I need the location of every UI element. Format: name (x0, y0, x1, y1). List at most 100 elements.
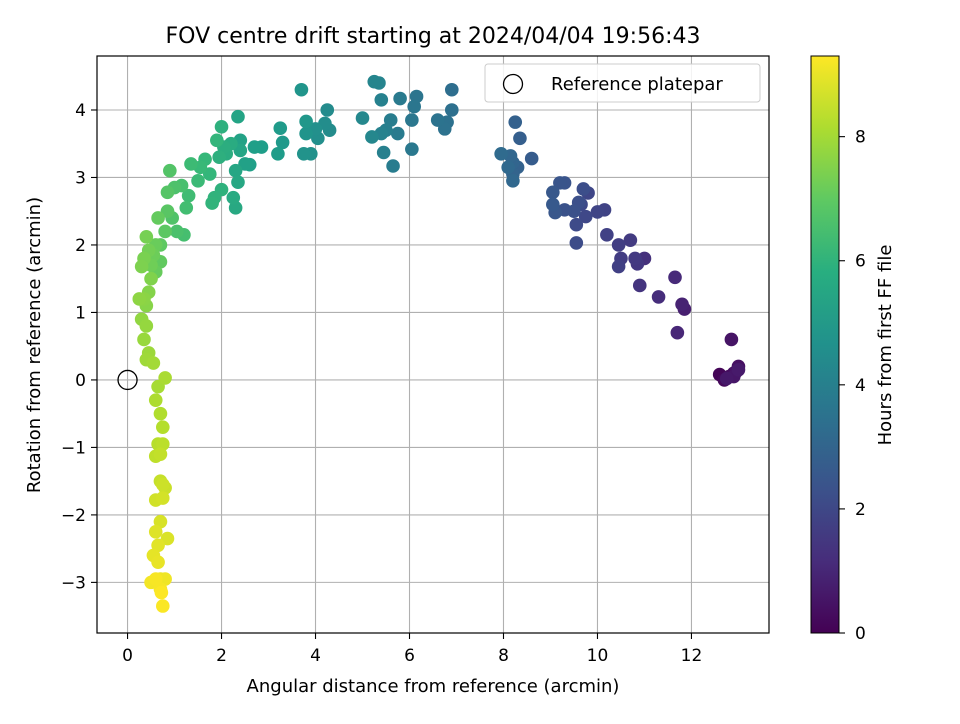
data-point (501, 160, 515, 175)
legend-entry-reference-platepar: Reference platepar (551, 74, 723, 95)
data-point (160, 531, 175, 546)
data-point (228, 201, 243, 215)
data-point (212, 150, 226, 165)
y-tick-label: −2 (61, 506, 86, 526)
data-point (151, 555, 165, 569)
data-point (146, 356, 161, 370)
data-point (569, 236, 584, 250)
x-axis-ticks: 0 2 4 6 8 10 12 (122, 633, 702, 666)
data-point (160, 204, 175, 219)
data-point (444, 103, 459, 117)
data-point (508, 115, 523, 129)
colorbar-tick-label: 6 (855, 252, 866, 272)
data-point (611, 259, 626, 274)
data-point (134, 259, 149, 274)
y-tick-label: 0 (75, 371, 86, 391)
data-point (576, 182, 591, 196)
data-point (148, 393, 163, 407)
data-point (670, 325, 685, 340)
data-point (155, 477, 170, 492)
data-point (205, 196, 219, 210)
data-point (154, 585, 169, 600)
data-point (590, 205, 605, 219)
data-point (675, 297, 689, 312)
data-point (137, 332, 151, 347)
data-point (374, 93, 389, 107)
colorbar-tick-label: 8 (855, 128, 866, 148)
plot-frame (96, 55, 770, 634)
x-tick-label: 6 (404, 646, 415, 666)
data-point (153, 514, 168, 529)
x-tick-label: 8 (498, 646, 509, 666)
x-tick-label: 0 (122, 646, 133, 666)
data-point (132, 292, 147, 306)
data-point (271, 147, 285, 161)
data-point (724, 332, 739, 347)
data-point (238, 157, 252, 171)
data-point (386, 159, 400, 173)
chart-title: FOV centre drift starting at 2024/04/04 … (166, 24, 701, 49)
data-point (153, 406, 168, 421)
data-point (153, 447, 168, 461)
data-point (228, 163, 243, 178)
data-point (376, 145, 391, 160)
x-tick-label: 12 (681, 646, 703, 666)
data-point (600, 228, 614, 242)
data-point (611, 238, 626, 252)
data-point (367, 74, 382, 89)
data-point (628, 251, 642, 266)
data-point (170, 224, 184, 239)
data-point (731, 363, 746, 377)
y-tick-label: 2 (75, 236, 86, 256)
y-axis-label: Rotation from reference (arcmin) (24, 197, 45, 493)
data-point (148, 572, 163, 586)
colorbar: 0 2 4 6 8 Hours from first FF file (810, 55, 896, 644)
data-point (181, 188, 196, 203)
data-point (294, 82, 309, 97)
data-point (405, 113, 419, 127)
data-point (233, 143, 248, 158)
legend: Reference platepar (484, 63, 761, 103)
data-point (296, 147, 311, 161)
data-point (158, 572, 172, 586)
data-point (191, 174, 205, 188)
y-tick-label: −3 (61, 573, 86, 593)
data-point (409, 89, 424, 104)
data-point (155, 491, 170, 505)
data-point (405, 142, 419, 156)
data-point (139, 319, 154, 333)
data-point (390, 126, 405, 141)
data-point (247, 140, 262, 154)
data-points (117, 74, 746, 613)
data-point (569, 217, 584, 232)
x-tick-label: 10 (587, 646, 609, 666)
data-point (155, 420, 170, 434)
data-point (231, 109, 245, 124)
data-point (393, 91, 407, 106)
data-point (231, 175, 245, 189)
data-point (275, 135, 290, 150)
data-point (214, 120, 229, 134)
data-point (202, 167, 217, 181)
y-tick-label: 1 (75, 303, 86, 323)
colorbar-ticks: 0 2 4 6 8 (839, 128, 866, 644)
data-point (139, 230, 154, 244)
data-point (553, 176, 567, 190)
data-point (407, 99, 422, 114)
x-tick-label: 2 (216, 646, 227, 666)
data-point (355, 111, 370, 125)
legend-box (484, 63, 761, 103)
data-point (546, 197, 560, 212)
x-tick-label: 4 (310, 646, 321, 666)
y-tick-label: −1 (61, 438, 86, 458)
y-axis-ticks: −3 −2 −1 0 1 2 3 4 (61, 101, 97, 593)
data-point (494, 147, 508, 161)
data-point (365, 130, 379, 144)
data-point (144, 271, 158, 286)
data-point (299, 126, 313, 141)
data-point (160, 185, 175, 200)
data-point (651, 290, 666, 304)
data-point (151, 538, 165, 553)
